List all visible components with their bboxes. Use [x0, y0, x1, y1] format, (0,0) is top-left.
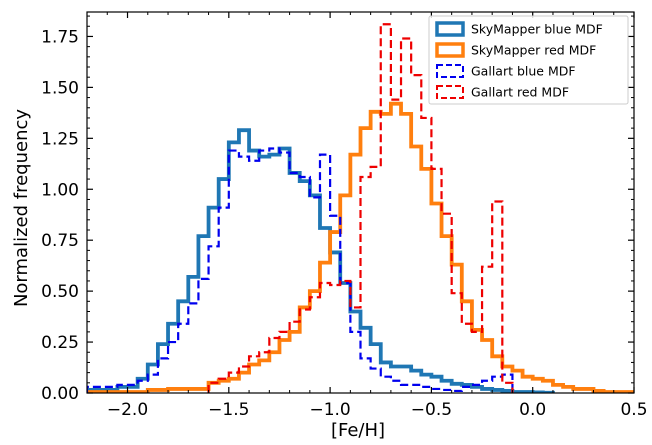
x-tick-label: −1.0 — [309, 400, 350, 420]
series-0-histogram — [87, 128, 555, 393]
x-tick-label: −0.5 — [411, 400, 452, 420]
x-tick-label: −2.0 — [107, 400, 148, 420]
axes: −2.0 −1.5 −1.0 −0.5 0.0 0.5 0.00 0.25 0.50 0.75 1.… — [41, 11, 648, 420]
x-axis-title: [Fe/H] — [331, 420, 385, 441]
y-tick-label: 1.75 — [41, 27, 79, 47]
x-tick-label: 0.5 — [620, 400, 647, 420]
x-tick-label: −1.5 — [208, 400, 249, 420]
series-3-histogram — [207, 23, 514, 393]
legend-swatch — [435, 21, 465, 37]
legend: SkyMapper blue MDF SkyMapper red MDF Galla… — [428, 15, 629, 105]
legend-label: Gallart blue MDF — [471, 64, 576, 79]
legend-swatch — [435, 42, 465, 58]
y-tick-label: 1.50 — [41, 78, 79, 98]
y-tick-label: 0.00 — [41, 384, 79, 404]
y-tick-label: 1.00 — [41, 180, 79, 200]
legend-label: SkyMapper blue MDF — [471, 22, 603, 37]
legend-swatch — [436, 64, 464, 78]
x-tick-label: 0.0 — [519, 400, 546, 420]
y-axis-title: Normalized frequency — [11, 109, 32, 307]
legend-box — [428, 15, 629, 105]
axes-frame — [86, 11, 635, 394]
y-tick-label: 0.25 — [41, 333, 79, 353]
y-tick-label: 0.75 — [41, 231, 79, 251]
legend-label: Gallart red MDF — [471, 85, 569, 100]
series-1-histogram — [87, 101, 634, 393]
y-tick-label: 1.25 — [41, 129, 79, 149]
series-2-histogram — [87, 147, 514, 393]
legend-swatch — [436, 85, 464, 99]
y-tick-label: 0.50 — [41, 282, 79, 302]
legend-label: SkyMapper red MDF — [471, 43, 596, 58]
plot-area — [87, 23, 634, 393]
